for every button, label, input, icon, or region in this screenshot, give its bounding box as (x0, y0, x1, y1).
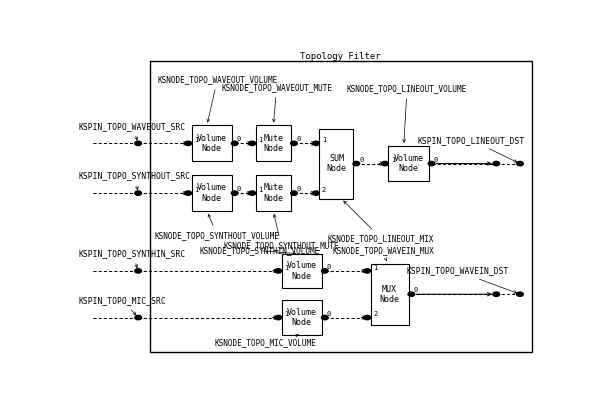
Text: KSPIN_TOPO_SYNTHIN_SRC: KSPIN_TOPO_SYNTHIN_SRC (79, 249, 186, 267)
Bar (192, 175, 232, 211)
Circle shape (275, 316, 282, 320)
Text: SUM
Node: SUM Node (326, 154, 346, 173)
Circle shape (135, 269, 141, 273)
Text: KSNODE_TOPO_MIC_VOLUME: KSNODE_TOPO_MIC_VOLUME (214, 334, 316, 347)
Text: 1: 1 (194, 137, 198, 143)
Circle shape (291, 191, 297, 195)
Text: Volume
Node: Volume Node (287, 308, 317, 327)
Text: KSPIN_TOPO_MIC_SRC: KSPIN_TOPO_MIC_SRC (79, 296, 166, 315)
Bar (192, 126, 232, 161)
Circle shape (493, 292, 499, 297)
Text: 1: 1 (284, 311, 288, 318)
Bar (256, 126, 291, 161)
Text: KSNODE_TOPO_WAVEOUT_MUTE: KSNODE_TOPO_WAVEOUT_MUTE (221, 83, 332, 122)
Bar (389, 146, 428, 181)
Circle shape (408, 292, 415, 297)
Text: Mute
Node: Mute Node (263, 134, 283, 153)
Circle shape (517, 292, 523, 297)
Circle shape (135, 316, 141, 320)
Text: KSPIN_TOPO_LINEOUT_DST: KSPIN_TOPO_LINEOUT_DST (418, 136, 525, 162)
Circle shape (428, 162, 435, 166)
Text: 0: 0 (296, 136, 300, 142)
Text: 1: 1 (373, 265, 378, 271)
Text: KSNODE_TOPO_LINEOUT_MIX: KSNODE_TOPO_LINEOUT_MIX (328, 201, 435, 243)
Circle shape (493, 162, 499, 166)
Circle shape (321, 269, 328, 273)
Text: 1: 1 (391, 158, 395, 164)
Circle shape (231, 141, 238, 145)
Text: KSNODE_TOPO_WAVEIN_MUX: KSNODE_TOPO_WAVEIN_MUX (333, 246, 435, 261)
Text: 1: 1 (284, 265, 288, 271)
Bar (282, 254, 322, 288)
Text: 0: 0 (359, 156, 364, 162)
Text: KSPIN_TOPO_SYNTHOUT_SRC: KSPIN_TOPO_SYNTHOUT_SRC (79, 172, 191, 189)
Circle shape (249, 191, 256, 195)
Text: 1: 1 (258, 187, 263, 193)
Circle shape (313, 191, 319, 195)
Circle shape (275, 269, 282, 273)
Text: 0: 0 (237, 136, 241, 142)
Text: Topology Filter: Topology Filter (300, 52, 381, 61)
Bar (371, 264, 409, 324)
Circle shape (291, 141, 297, 145)
Text: Volume
Node: Volume Node (394, 154, 424, 173)
Text: KSPIN_TOPO_WAVEOUT_SRC: KSPIN_TOPO_WAVEOUT_SRC (79, 122, 186, 140)
Circle shape (364, 316, 371, 320)
Text: KSPIN_TOPO_WAVEIN_DST: KSPIN_TOPO_WAVEIN_DST (406, 266, 517, 293)
Circle shape (517, 162, 523, 166)
Circle shape (364, 269, 371, 273)
Text: 1: 1 (258, 137, 263, 143)
Text: 0: 0 (327, 311, 331, 316)
Bar (256, 175, 291, 211)
Circle shape (135, 141, 141, 145)
Circle shape (185, 191, 192, 195)
Bar (150, 61, 532, 352)
Text: Volume
Node: Volume Node (287, 261, 317, 281)
Circle shape (185, 141, 192, 145)
Circle shape (353, 162, 360, 166)
Text: 0: 0 (237, 186, 241, 192)
Text: 0: 0 (414, 287, 418, 293)
Circle shape (231, 191, 238, 195)
Text: 2: 2 (373, 311, 378, 318)
Circle shape (135, 191, 141, 195)
Text: 1: 1 (194, 187, 198, 193)
Bar (282, 301, 322, 335)
Bar (319, 128, 354, 199)
Text: 0: 0 (434, 156, 438, 162)
Text: Mute
Node: Mute Node (263, 183, 283, 203)
Circle shape (313, 141, 319, 145)
Circle shape (321, 316, 328, 320)
Text: 0: 0 (327, 264, 331, 270)
Text: KSNODE_TOPO_SYNTHOUT_MUTE: KSNODE_TOPO_SYNTHOUT_MUTE (223, 215, 339, 250)
Text: KSNODE_TOPO_SYNTHOUT_VOLUME: KSNODE_TOPO_SYNTHOUT_VOLUME (155, 214, 280, 240)
Text: Volume
Node: Volume Node (196, 134, 226, 153)
Text: Volume
Node: Volume Node (196, 183, 226, 203)
Circle shape (382, 162, 389, 166)
Text: 0: 0 (296, 186, 300, 192)
Text: KSNODE_TOPO_SYNTHIN_VOLUME: KSNODE_TOPO_SYNTHIN_VOLUME (200, 246, 320, 255)
Text: 1: 1 (322, 137, 326, 143)
Text: 2: 2 (322, 187, 326, 193)
Circle shape (249, 141, 256, 145)
Text: MUX
Node: MUX Node (379, 284, 400, 304)
Text: KSNODE_TOPO_LINEOUT_VOLUME: KSNODE_TOPO_LINEOUT_VOLUME (347, 84, 467, 142)
Text: KSNODE_TOPO_WAVEOUT_VOLUME: KSNODE_TOPO_WAVEOUT_VOLUME (157, 75, 277, 122)
